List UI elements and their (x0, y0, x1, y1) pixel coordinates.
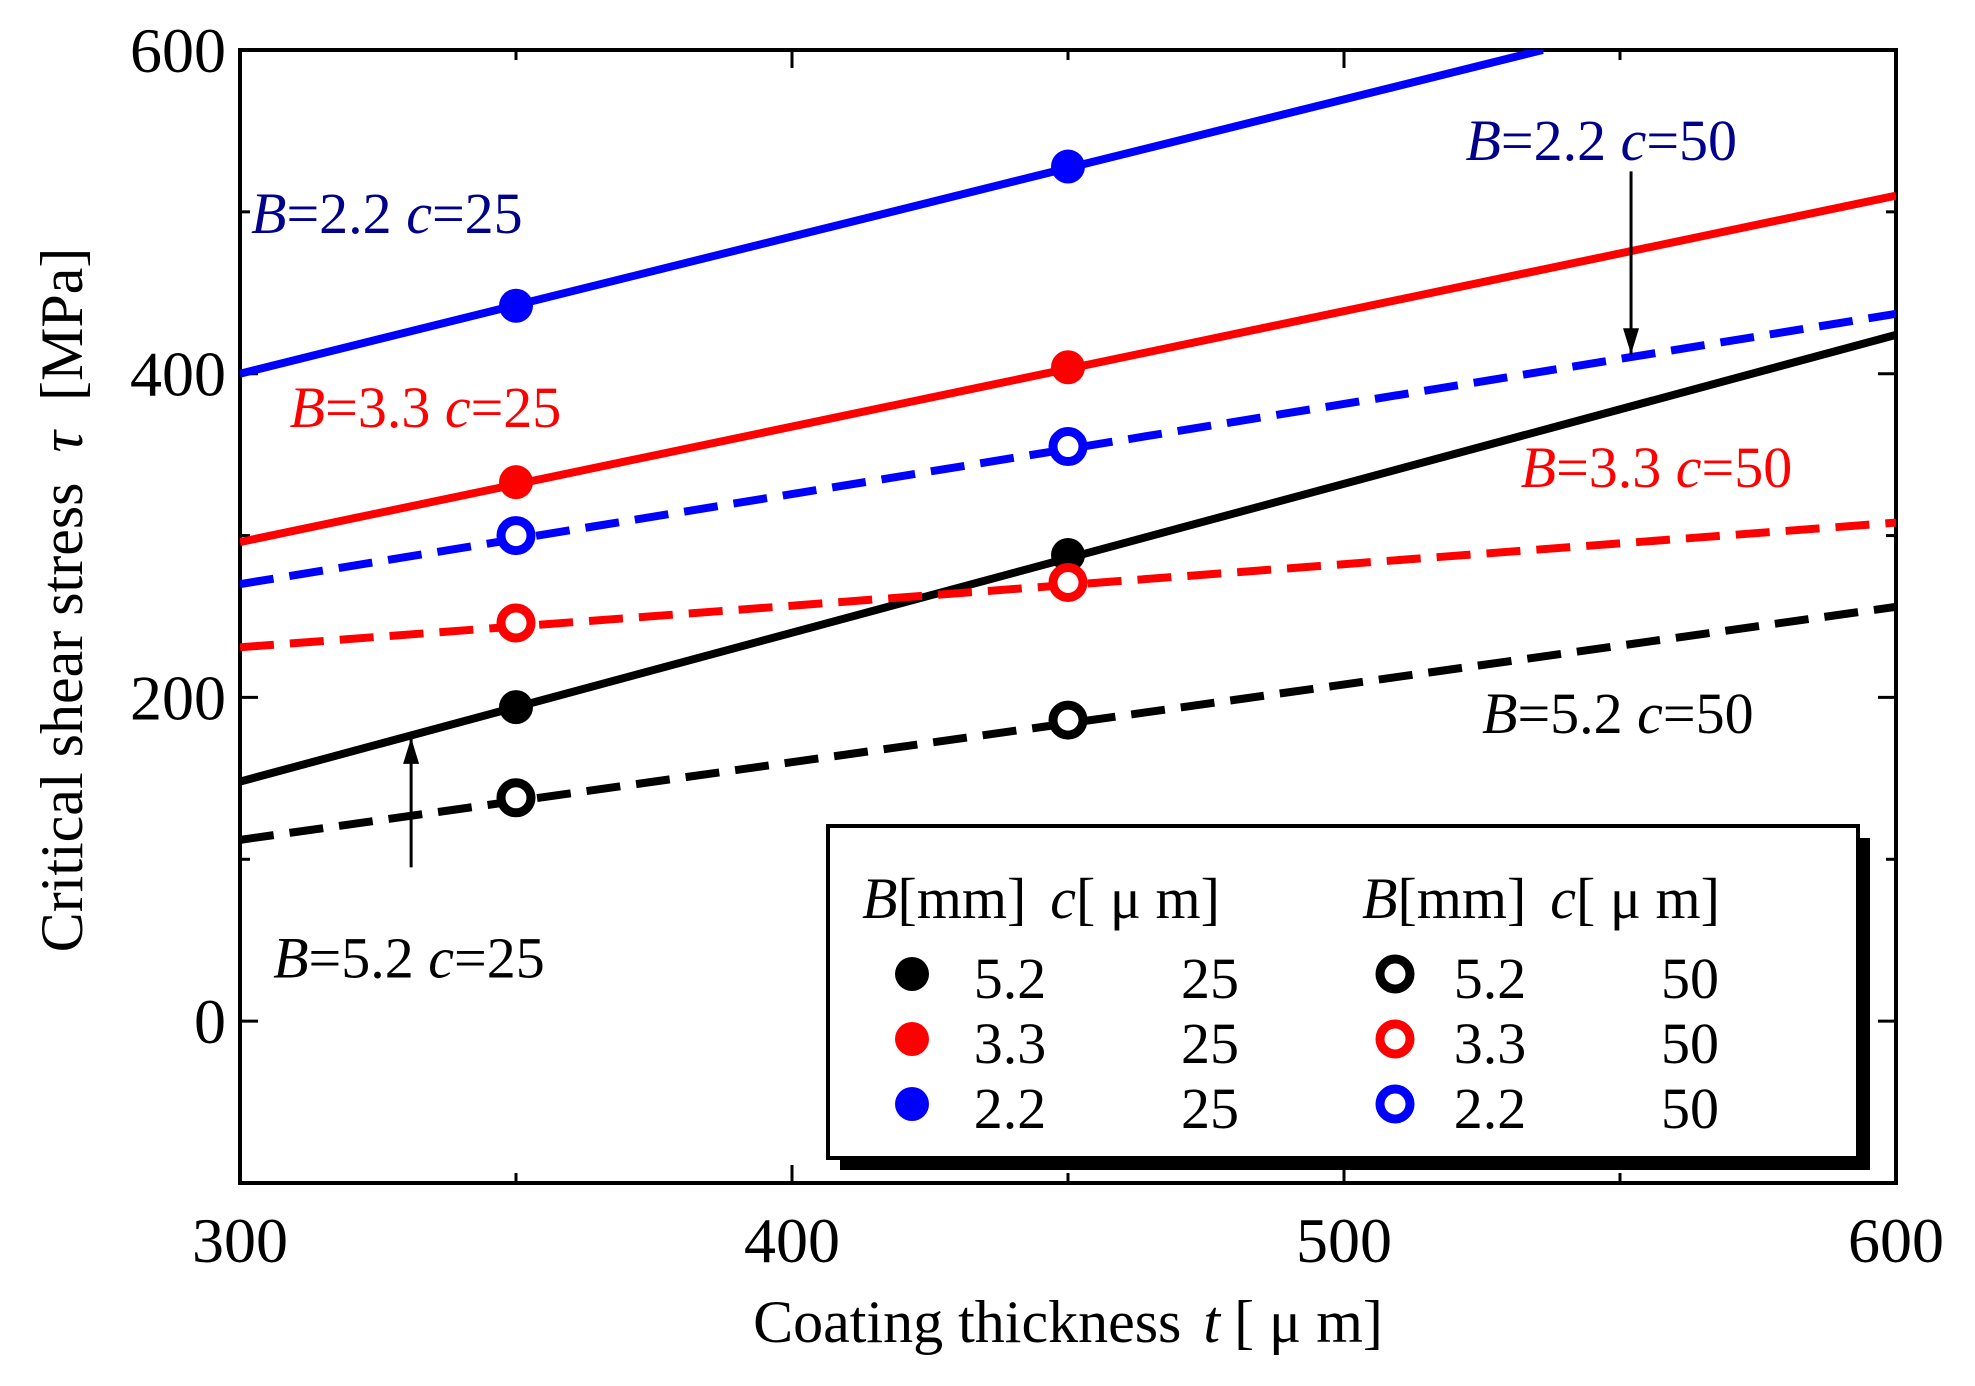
legend-header-b-symbol: B (862, 866, 897, 931)
y-tick-label: 400 (130, 339, 226, 410)
legend-header-b-symbol-2: B (1362, 866, 1397, 931)
legend-marker-b52c50 (1375, 954, 1415, 994)
y-tick-label: 600 (130, 15, 226, 86)
legend-b-value: 3.3 (974, 1011, 1047, 1076)
marker-layer (496, 149, 1088, 818)
y-axis-label: Critical shear stress (29, 482, 95, 952)
annotation-b22c25: B=2.2 c=25 (251, 181, 523, 246)
legend-c-value: 50 (1661, 1076, 1719, 1141)
marker-b52c50 (496, 778, 536, 818)
annotation-arrowhead-b22c50 (1623, 328, 1640, 355)
legend-b-value: 5.2 (974, 946, 1047, 1011)
annotation-b52c50: B=5.2 c=50 (1482, 681, 1754, 746)
legend-b-value: 5.2 (1454, 946, 1527, 1011)
legend-marker-b22c25 (895, 1087, 929, 1121)
legend-header-2: B[mm] c[ μ m] (1362, 866, 1720, 931)
legend-marker-b33c25 (895, 1022, 929, 1056)
x-axis-symbol: t (1203, 1289, 1221, 1355)
legend-box (826, 824, 1860, 1160)
legend-header-b-unit: [mm] (897, 866, 1026, 931)
marker-b33c50 (1048, 563, 1088, 603)
legend-header-1: B[mm] c[ μ m] (862, 866, 1220, 931)
legend-header-c-symbol: c (1050, 866, 1076, 931)
annotation-b33c50: B=3.3 c=50 (1521, 435, 1793, 500)
legend-marker-b52c25 (895, 957, 929, 991)
annotation-b22c50: B=2.2 c=50 (1465, 108, 1737, 173)
x-tick-label: 600 (1848, 1205, 1944, 1276)
legend-header-b-unit-2: [mm] (1397, 866, 1526, 931)
x-tick-label: 300 (192, 1205, 288, 1276)
x-tick-label: 400 (744, 1205, 840, 1276)
legend-c-value: 50 (1661, 946, 1719, 1011)
series-line-b22c25 (240, 50, 1544, 378)
marker-b22c25 (1051, 149, 1085, 184)
legend-b-value: 2.2 (974, 1076, 1047, 1141)
marker-b33c25 (499, 465, 533, 500)
legend-b-value: 3.3 (1454, 1011, 1527, 1076)
marker-b22c50 (1048, 427, 1088, 467)
legend-c-value: 50 (1661, 1011, 1719, 1076)
annotation-layer: B=2.2 c=25 B=2.2 c=50 B=3.3 c=25 B=3.3 c=50… (251, 108, 1792, 990)
legend-header-c-symbol-2: c (1550, 866, 1576, 931)
axis-ticks: 300 400 500 600 0 200 400 600 (130, 15, 1944, 1276)
annotation-b52c25: B=5.2 c=25 (273, 925, 545, 990)
legend-c-value: 25 (1181, 1076, 1239, 1141)
marker-b52c25 (1051, 537, 1085, 572)
y-tick-label: 200 (130, 662, 226, 733)
marker-b52c25 (499, 690, 533, 725)
marker-b52c50 (1048, 700, 1088, 740)
legend-rows: 5.2 25 3.3 25 2.2 25 5.2 50 3.3 50 2.2 50 (895, 946, 1719, 1141)
y-tick-label: 0 (194, 986, 226, 1057)
legend-b-value: 2.2 (1454, 1076, 1527, 1141)
x-tick-label: 500 (1296, 1205, 1392, 1276)
annotation-b33c25: B=3.3 c=25 (290, 375, 562, 440)
x-axis-unit: [ μ m] (1234, 1289, 1383, 1355)
x-axis-label: Coating thickness (753, 1289, 1181, 1355)
y-axis-title: Critical shear stress τ [MPa] (29, 248, 95, 953)
y-axis-unit: [MPa] (29, 248, 95, 401)
marker-b22c50 (496, 516, 536, 556)
legend-c-value: 25 (1181, 946, 1239, 1011)
legend-marker-b33c50 (1375, 1019, 1415, 1059)
legend-c-value: 25 (1181, 1011, 1239, 1076)
legend-marker-b22c50 (1375, 1084, 1415, 1124)
legend-header-c-unit-2: [ μ m] (1576, 866, 1720, 931)
y-axis-symbol: τ (29, 428, 95, 452)
x-axis-title: Coating thickness t[ μ m] (753, 1289, 1383, 1355)
annotation-arrowhead-b52c25 (403, 737, 420, 764)
marker-b33c50 (496, 603, 536, 643)
marker-b22c25 (499, 288, 533, 323)
marker-b33c25 (1051, 350, 1085, 385)
legend-header-c-unit: [ μ m] (1076, 866, 1220, 931)
legend: B[mm] c[ μ m] B[mm] c[ μ m] 5.2 253.3 252.2 2… (826, 824, 1870, 1170)
